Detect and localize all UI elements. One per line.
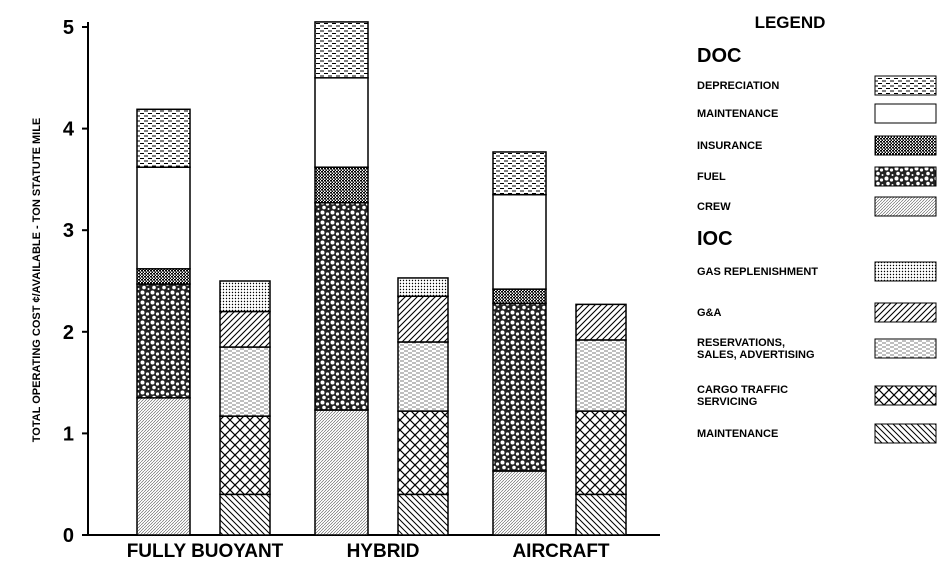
legend-swatch: [874, 75, 937, 96]
legend-label: MAINTENANCE: [697, 428, 779, 440]
legend-swatch: [874, 166, 937, 187]
legend-label: CREW: [697, 201, 731, 213]
legend-label: DEPRECIATION: [697, 80, 780, 92]
bar-segment: [314, 409, 369, 536]
x-tick-label: AIRCRAFT: [512, 541, 609, 561]
bar-segment: [492, 151, 547, 196]
legend-swatch-fill: [874, 302, 937, 323]
bar-segment: [219, 415, 271, 496]
legend-swatch-fill: [874, 385, 937, 406]
legend-swatch-fill: [874, 338, 937, 359]
legend-label: FUEL: [697, 171, 726, 183]
bar-segment: [492, 470, 547, 536]
bar-segment: [397, 277, 449, 297]
legend-swatch-fill: [874, 423, 937, 444]
legend-swatch-fill: [874, 196, 937, 217]
legend-swatch: [874, 385, 937, 406]
bar-segment: [314, 202, 369, 411]
bar-segment: [397, 493, 449, 536]
legend-swatch: [874, 338, 937, 359]
bar-segment: [492, 302, 547, 472]
bar-segment: [219, 346, 271, 417]
bar-segment: [314, 77, 369, 168]
bar-segment: [314, 21, 369, 79]
legend-group-title: DOC: [697, 45, 742, 67]
legend-swatch-fill: [874, 261, 937, 282]
legend-swatch-fill: [874, 166, 937, 187]
bar-segment: [397, 410, 449, 496]
bar-segment: [136, 166, 191, 270]
bar-segment: [219, 493, 271, 536]
legend-label: GAS REPLENISHMENT: [697, 266, 819, 278]
legend-swatch-fill: [874, 135, 937, 156]
legend-swatch: [874, 302, 937, 323]
bar-segment: [136, 283, 191, 399]
bar-segment: [492, 288, 547, 305]
y-tick-label: 4: [63, 119, 75, 141]
bar-segment: [575, 339, 627, 412]
bar-segment: [136, 397, 191, 536]
y-tick-label: 1: [63, 423, 74, 445]
bar-segment: [397, 295, 449, 343]
legend-label: MAINTENANCE: [697, 108, 779, 120]
legend-label: INSURANCE: [697, 140, 763, 152]
y-tick-label: 5: [63, 17, 74, 39]
bar-segment: [397, 341, 449, 412]
bar-segment: [219, 310, 271, 348]
y-tick-label: 2: [63, 322, 74, 344]
legend-swatch-fill: [874, 75, 937, 96]
legend-swatch: [874, 135, 937, 156]
y-axis-label: TOTAL OPERATING COST ¢/AVAILABLE - TON S…: [31, 118, 43, 443]
legend-group-title: IOC: [697, 228, 733, 250]
bar-segment: [136, 108, 191, 168]
x-tick-label: HYBRID: [347, 541, 420, 561]
bar-segment: [575, 303, 627, 341]
bar-segment: [314, 166, 369, 204]
y-tick-label: 0: [63, 525, 74, 547]
bar-segment: [492, 193, 547, 290]
legend-label: G&A: [697, 307, 722, 319]
x-tick-label: FULLY BUOYANT: [127, 541, 284, 561]
legend-label: CARGO TRAFFIC SERVICING: [697, 384, 789, 408]
bar-segment: [219, 280, 271, 313]
legend-title: LEGEND: [755, 13, 826, 32]
y-tick-label: 3: [63, 220, 74, 242]
legend-swatch: [874, 196, 937, 217]
legend-swatch: [874, 423, 937, 444]
legend-swatch: [874, 103, 937, 124]
bar-segment: [136, 268, 191, 285]
legend-label: RESERVATIONS, SALES, ADVERTISING: [697, 337, 815, 361]
bar-segment: [575, 410, 627, 496]
legend-swatch-fill: [874, 103, 937, 124]
legend-swatch: [874, 261, 937, 282]
bar-segment: [575, 493, 627, 536]
